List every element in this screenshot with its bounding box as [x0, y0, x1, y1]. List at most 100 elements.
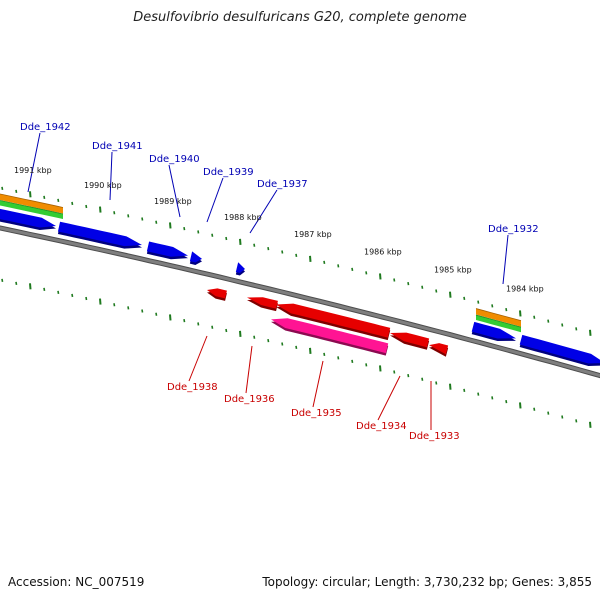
reverse-gene-arrow[interactable] — [390, 332, 430, 350]
forward-gene-arrow[interactable] — [146, 241, 188, 260]
outer-tick — [85, 204, 88, 209]
outer-tick — [71, 201, 74, 206]
inner-tick — [71, 293, 74, 298]
forward-leader-line — [249, 189, 278, 234]
reverse-gene-arrow[interactable] — [276, 303, 391, 341]
outer-tick — [589, 329, 592, 336]
inner-tick — [225, 328, 228, 333]
inner-tick — [379, 365, 382, 372]
forward-leader-line — [502, 234, 509, 285]
reverse-leader-line — [312, 360, 324, 408]
reverse-gene-label[interactable]: Dde_1934 — [356, 421, 407, 432]
reverse-gene-arrow[interactable] — [429, 343, 449, 357]
inner-tick — [267, 338, 270, 343]
forward-gene-label[interactable]: Dde_1937 — [257, 179, 308, 190]
length-label: Length: — [374, 575, 421, 589]
forward-leader-line — [206, 177, 224, 223]
accession-info: Accession: NC_007519 — [8, 575, 144, 589]
forward-gene-arrow[interactable] — [189, 251, 202, 265]
reverse-gene-arrow[interactable] — [271, 318, 389, 356]
backbone-line — [0, 226, 600, 378]
outer-tick — [113, 211, 116, 215]
kbp-label: 1986 kbp — [364, 247, 402, 256]
outer-tick — [197, 230, 200, 234]
inner-tick — [253, 335, 256, 339]
inner-tick — [281, 342, 284, 346]
outer-tick — [267, 246, 270, 251]
reverse-leader-line — [377, 375, 401, 421]
reverse-leader-line — [245, 345, 253, 394]
forward-gene-label[interactable]: Dde_1941 — [92, 141, 143, 152]
forward-gene-arrow[interactable] — [57, 221, 143, 249]
forward-gene-label[interactable]: Dde_1932 — [488, 224, 539, 235]
inner-tick — [211, 325, 214, 329]
inner-tick — [239, 330, 242, 337]
outer-tick — [449, 291, 452, 298]
outer-tick — [211, 233, 214, 237]
kbp-label: 1991 kbp — [14, 166, 52, 175]
reverse-gene-label[interactable]: Dde_1935 — [291, 408, 342, 419]
inner-tick — [463, 388, 466, 392]
reverse-gene-label[interactable]: Dde_1938 — [167, 382, 218, 393]
inner-tick — [351, 359, 354, 363]
forward-gene-label[interactable]: Dde_1939 — [203, 167, 254, 178]
forward-gene-arrow[interactable] — [0, 208, 56, 231]
outer-tick — [505, 307, 508, 312]
outer-tick — [43, 195, 46, 199]
label-leader-lines — [27, 132, 509, 430]
inner-tick — [589, 421, 592, 428]
outer-tick — [337, 264, 340, 268]
feature-bands — [0, 193, 522, 333]
inner-tick — [169, 314, 172, 321]
reverse-gene-label[interactable]: Dde_1936 — [224, 394, 275, 405]
forward-leader-line — [109, 151, 113, 201]
outer-tick — [547, 319, 550, 323]
outer-tick — [435, 289, 438, 293]
inner-tick — [365, 363, 368, 367]
inner-tick — [309, 347, 312, 354]
outer-tick — [239, 238, 242, 245]
kbp-ticks — [1, 186, 592, 428]
inner-tick — [561, 415, 564, 419]
inner-tick — [435, 381, 438, 385]
outer-tick — [463, 296, 466, 300]
inner-tick — [449, 383, 452, 390]
inner-tick — [519, 402, 522, 409]
feature-band-green — [475, 314, 522, 333]
inner-tick — [183, 319, 186, 323]
topology-value: circular — [322, 575, 367, 589]
kbp-label: 1989 kbp — [154, 197, 192, 206]
inner-tick — [393, 370, 396, 374]
feature-band-green — [0, 200, 64, 219]
reverse-gene-arrow[interactable] — [247, 297, 278, 312]
reverse-gene-label[interactable]: Dde_1933 — [409, 431, 460, 442]
outer-tick — [1, 186, 4, 191]
topology-label: Topology: — [262, 575, 319, 589]
forward-gene-arrow[interactable] — [471, 321, 516, 342]
forward-gene-arrow[interactable] — [235, 262, 245, 276]
outer-tick — [57, 198, 60, 203]
forward-gene-label[interactable]: Dde_1942 — [20, 122, 71, 133]
inner-tick — [127, 306, 130, 310]
outer-tick — [281, 250, 284, 254]
reverse-gene-arrow[interactable] — [207, 288, 227, 301]
outer-tick — [491, 304, 494, 308]
inner-tick — [15, 281, 18, 286]
gene-arrows — [0, 208, 600, 367]
outer-tick — [99, 206, 102, 213]
inner-tick — [407, 374, 410, 378]
kbp-label: 1990 kbp — [84, 181, 122, 190]
forward-gene-arrow[interactable] — [519, 334, 600, 367]
inner-tick — [421, 377, 424, 381]
outer-tick — [407, 282, 410, 286]
kbp-label: 1988 kbp — [224, 213, 262, 222]
outer-tick — [477, 300, 480, 304]
outer-tick — [575, 327, 578, 331]
inner-tick — [491, 396, 494, 400]
inner-tick — [155, 312, 158, 316]
outer-tick — [183, 227, 186, 231]
forward-gene-label[interactable]: Dde_1940 — [149, 154, 200, 165]
inner-tick — [505, 399, 508, 404]
outer-tick — [295, 253, 298, 258]
